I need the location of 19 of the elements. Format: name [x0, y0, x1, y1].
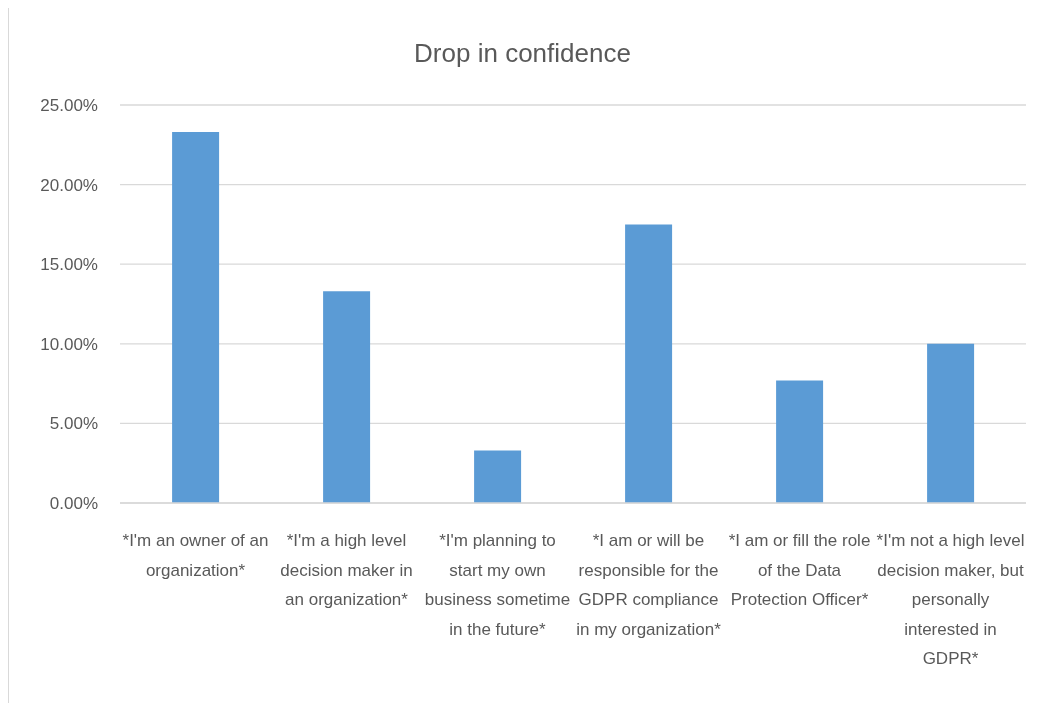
y-tick-label: 5.00%: [49, 414, 98, 434]
y-tick-label: 10.00%: [40, 334, 98, 354]
bar: [323, 291, 371, 503]
chart-title: Drop in confidence: [413, 38, 632, 68]
category-label: *I am or fill the role of the Data Protection Officer*: [728, 531, 871, 609]
y-tick-label: 0.00%: [49, 494, 98, 514]
bar: [474, 450, 522, 503]
bar: [172, 132, 220, 503]
y-tick-label: 15.00%: [40, 255, 98, 275]
bar: [625, 224, 673, 503]
category-label: *I am or will be responsible for the GDPR compliance in my organization*: [576, 531, 721, 639]
bar: [776, 380, 824, 503]
category-label: *I'm not a high level decision maker, but personally interested in GDPR*: [876, 531, 1025, 668]
y-tick-label: 20.00%: [40, 175, 98, 195]
category-label: *I'm a high level decision maker in an organization*: [280, 531, 413, 609]
category-label: *I'm planning to start my own business sometime in the future*: [424, 531, 571, 639]
y-tick-label: 25.00%: [40, 96, 98, 116]
bar: [927, 343, 975, 503]
category-label: *I'm an owner of an organization*: [122, 531, 269, 580]
